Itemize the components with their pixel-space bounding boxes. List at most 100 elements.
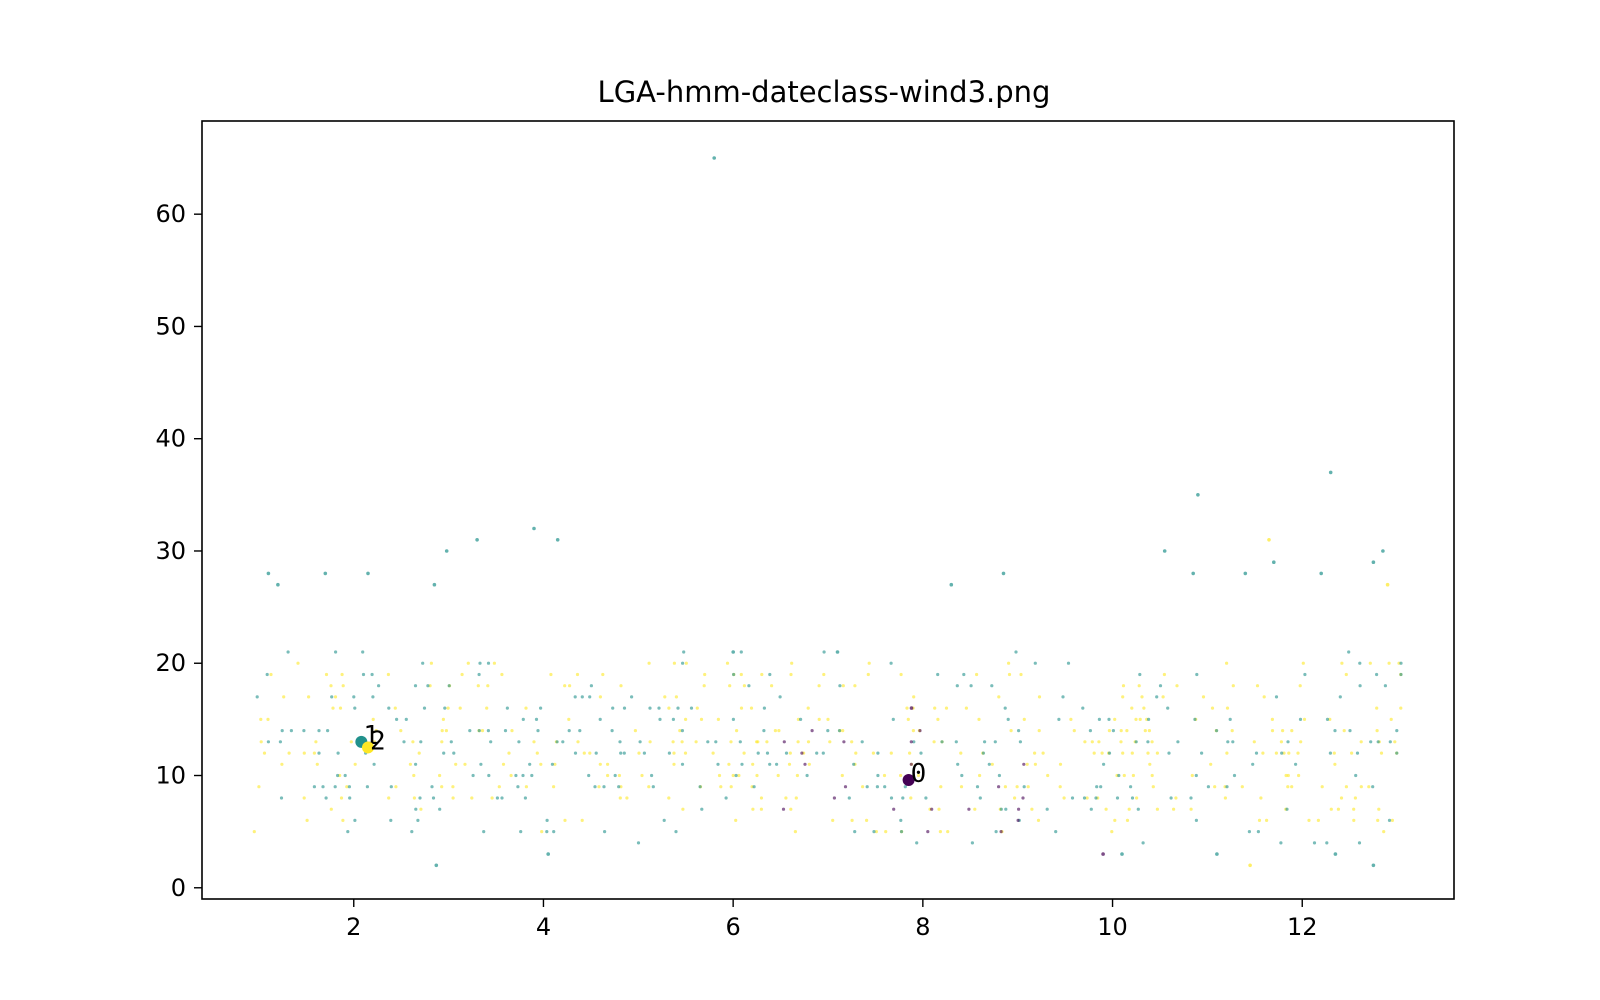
data-point xyxy=(1399,661,1403,665)
data-point xyxy=(698,785,702,789)
data-point xyxy=(1375,706,1379,710)
data-point xyxy=(1387,818,1392,823)
data-point xyxy=(1274,751,1278,755)
data-point xyxy=(768,672,772,677)
data-point xyxy=(1117,773,1121,778)
data-point xyxy=(276,582,280,587)
data-point xyxy=(1062,796,1066,800)
data-point xyxy=(817,684,821,688)
data-point xyxy=(443,706,447,710)
data-point xyxy=(442,751,446,755)
data-point xyxy=(1130,751,1134,755)
data-point xyxy=(762,729,766,733)
data-point xyxy=(343,773,347,778)
data-point xyxy=(329,684,333,688)
data-point xyxy=(479,762,483,766)
data-point xyxy=(1328,751,1332,755)
data-point xyxy=(695,706,699,710)
data-point xyxy=(1019,672,1023,677)
data-point xyxy=(422,706,427,710)
data-point xyxy=(826,717,830,722)
data-point xyxy=(781,807,786,811)
data-point xyxy=(1369,740,1373,744)
data-point xyxy=(939,785,943,789)
data-point xyxy=(765,740,769,744)
data-point xyxy=(532,526,536,531)
data-point xyxy=(1270,729,1275,733)
data-point xyxy=(674,695,679,699)
data-point xyxy=(528,762,532,766)
data-point xyxy=(1089,807,1093,811)
data-point xyxy=(622,706,627,710)
data-point xyxy=(347,785,351,789)
data-point xyxy=(619,751,623,755)
data-point xyxy=(1146,751,1150,755)
data-point xyxy=(889,661,893,665)
data-point xyxy=(1016,818,1020,823)
data-point xyxy=(377,684,381,688)
data-point xyxy=(1284,773,1288,778)
data-point xyxy=(821,751,825,755)
data-point xyxy=(510,729,514,733)
data-point xyxy=(486,661,491,665)
data-point xyxy=(431,796,436,800)
data-point xyxy=(1155,695,1159,699)
data-point xyxy=(307,695,311,699)
data-point xyxy=(663,695,667,699)
data-point xyxy=(909,740,913,744)
data-point xyxy=(1320,785,1324,789)
data-point xyxy=(336,773,340,778)
data-point xyxy=(1121,751,1125,755)
data-point xyxy=(1014,650,1018,654)
data-point xyxy=(1143,729,1147,733)
data-point xyxy=(1213,785,1217,789)
data-point xyxy=(413,684,418,688)
data-point xyxy=(598,695,603,699)
data-point xyxy=(826,729,830,733)
data-point xyxy=(286,650,290,654)
data-point xyxy=(266,717,270,722)
data-point xyxy=(990,684,994,688)
data-point xyxy=(1136,807,1140,811)
data-point xyxy=(411,740,415,744)
data-point xyxy=(1316,818,1320,823)
data-point xyxy=(265,672,269,677)
data-point xyxy=(1142,706,1146,710)
data-point xyxy=(853,830,857,834)
data-point xyxy=(1247,830,1251,834)
data-point xyxy=(650,773,654,778)
data-point xyxy=(336,751,340,755)
data-point xyxy=(266,571,271,576)
data-point xyxy=(1022,785,1026,789)
data-point xyxy=(1138,672,1142,677)
y-tick-label: 20 xyxy=(155,649,186,677)
data-point xyxy=(287,751,291,755)
data-point xyxy=(1026,785,1030,789)
data-point xyxy=(1191,571,1195,576)
data-point xyxy=(1174,796,1178,800)
x-tick-label: 12 xyxy=(1287,913,1318,941)
data-point xyxy=(960,773,964,778)
data-point xyxy=(1355,751,1360,755)
data-point xyxy=(1302,717,1307,722)
data-point xyxy=(1057,717,1061,722)
data-point xyxy=(1148,762,1152,766)
data-point xyxy=(1297,773,1301,778)
data-point xyxy=(1354,773,1358,778)
data-point xyxy=(372,762,376,766)
data-point xyxy=(1151,785,1155,789)
data-point xyxy=(891,717,895,722)
data-point xyxy=(353,818,357,823)
data-point xyxy=(756,751,760,755)
data-point xyxy=(1251,762,1255,766)
data-point xyxy=(1382,830,1386,834)
data-point xyxy=(1131,773,1135,778)
data-point xyxy=(546,852,550,856)
data-point xyxy=(1147,729,1151,733)
data-point xyxy=(418,796,422,800)
data-point xyxy=(828,740,832,744)
data-point xyxy=(865,785,869,789)
data-point xyxy=(521,717,525,722)
data-point xyxy=(259,717,263,722)
data-point xyxy=(619,785,623,789)
